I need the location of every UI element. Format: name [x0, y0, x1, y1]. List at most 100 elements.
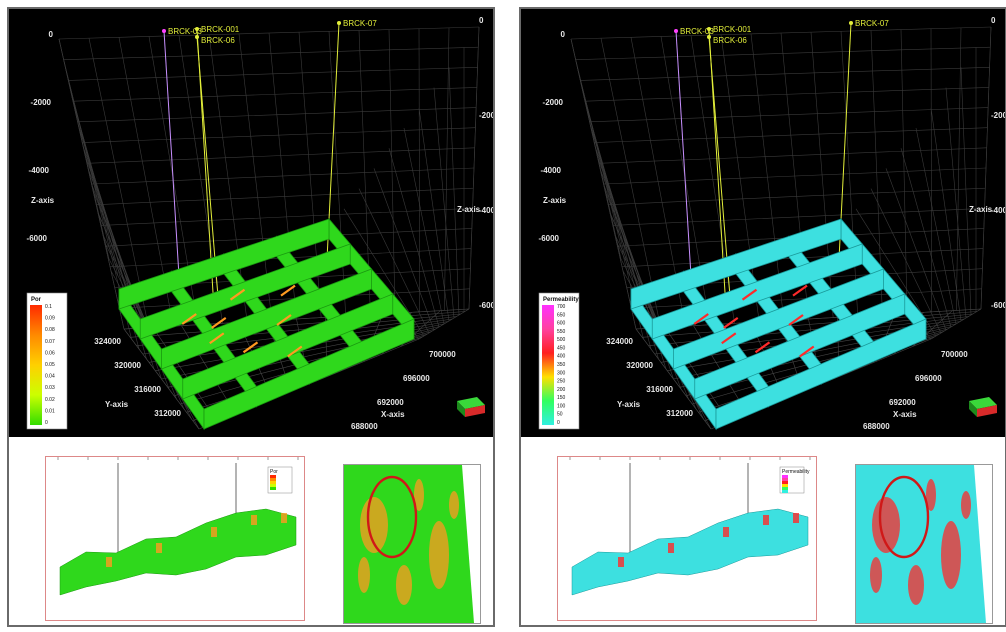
section-legend-swatch — [782, 475, 788, 478]
property-anomaly — [280, 284, 296, 297]
grid-line — [603, 167, 987, 185]
fence-panel — [118, 218, 330, 310]
legend-tick: 0.03 — [45, 385, 55, 391]
legend-tick: 250 — [557, 379, 566, 385]
grid-line — [960, 67, 972, 316]
map-anomaly — [941, 521, 961, 589]
legend-tick: 200 — [557, 387, 566, 393]
map-view[interactable] — [343, 464, 481, 624]
3d-viewport[interactable]: BRCK-03 BRCK-001 BRCK-06 BRCK-07 0 -2000 -4000… — [521, 9, 1005, 437]
legend-tick: 150 — [557, 395, 566, 401]
grid-line — [870, 188, 942, 334]
bottom-views: Permeability — [521, 437, 1005, 625]
fence-panel — [182, 293, 394, 400]
3d-viewport[interactable]: BRCK-03 BRCK-001 BRCK-06 BRCK-07 0 -2000 -4000… — [9, 9, 493, 437]
section-legend-swatch — [270, 484, 276, 487]
z-tick: -6000 — [27, 234, 48, 243]
property-anomaly — [754, 341, 771, 354]
map-anomaly — [926, 479, 936, 511]
grid-line — [612, 207, 985, 226]
z-tick: -4000 — [541, 166, 562, 175]
legend-tick: 400 — [557, 354, 566, 360]
x-tick: 700000 — [429, 350, 456, 359]
well-label: BRCK-001 — [201, 25, 240, 34]
property-anomaly — [721, 332, 737, 345]
legend-tick: 0.05 — [45, 362, 55, 368]
grid-line — [980, 26, 992, 310]
cross-section-view[interactable]: Permeability — [557, 456, 817, 621]
z-right-tick: -2000 — [479, 111, 493, 120]
y-tick: 312000 — [666, 409, 693, 418]
map-anomaly — [872, 497, 900, 553]
z-tick: -4000 — [29, 166, 50, 175]
z-tick: -2000 — [31, 98, 52, 107]
section-body — [571, 508, 809, 596]
z-right-tick: -4000 — [479, 206, 493, 215]
z-right-tick: -4000 — [991, 206, 1005, 215]
3d-scene[interactable]: BRCK-03 BRCK-001 BRCK-06 BRCK-07 0 -2000 -4000… — [9, 9, 493, 437]
well-label: BRCK-001 — [713, 25, 752, 34]
section-anomaly — [281, 513, 287, 523]
well-head — [849, 21, 853, 25]
fence-panel — [161, 268, 372, 370]
y-axis-label: Y-axis — [617, 400, 641, 409]
grid-line — [915, 127, 957, 325]
orientation-front — [977, 405, 997, 417]
property-anomaly — [741, 288, 758, 301]
well-head — [674, 29, 678, 33]
grid-line — [58, 26, 480, 40]
y-tick: 324000 — [606, 337, 633, 346]
well-label: BRCK-07 — [343, 19, 377, 28]
well-head — [707, 27, 711, 31]
grid-line — [418, 308, 470, 340]
cross-section-view[interactable]: Por — [45, 456, 305, 621]
grid-line — [570, 26, 992, 40]
legend-tick: 450 — [557, 345, 566, 351]
section-legend-title: Permeability — [782, 469, 810, 475]
grid-line — [82, 127, 476, 143]
legend-tick: 0 — [557, 420, 560, 426]
section-legend-swatch — [782, 490, 788, 493]
x-tick: 692000 — [889, 398, 916, 407]
map-outside-area — [462, 465, 480, 623]
legend-bar — [30, 305, 42, 425]
map-anomaly — [360, 497, 388, 553]
x-tick: 696000 — [403, 374, 430, 383]
orientation-widget — [969, 397, 997, 417]
grid-line — [930, 308, 982, 340]
legend-tick: 0 — [45, 420, 48, 426]
z-right-tick: 0 — [991, 16, 996, 25]
section-body — [59, 508, 297, 596]
well-label: BRCK-03 — [680, 27, 714, 36]
orientation-top — [457, 397, 485, 409]
z-right-tick: -2000 — [991, 111, 1005, 120]
map-outside-area — [974, 465, 992, 623]
section-legend: Permeability — [779, 466, 810, 494]
section-anomaly — [106, 557, 112, 567]
grid-line — [72, 87, 477, 102]
grid-line — [580, 66, 990, 81]
z-axis-label: Z-axis — [543, 196, 567, 205]
property-anomaly — [276, 314, 292, 326]
section-anomaly — [211, 527, 217, 537]
map-anomaly — [961, 491, 971, 519]
z-tick: 0 — [49, 30, 54, 39]
section-anomaly — [668, 543, 674, 553]
legend-tick: 300 — [557, 370, 566, 376]
3d-scene[interactable]: BRCK-03 BRCK-001 BRCK-06 BRCK-07 0 -2000 -4000… — [521, 9, 1005, 437]
z-right-tick: -6000 — [991, 301, 1005, 310]
fence-panel — [715, 318, 927, 430]
legend-tick: 550 — [557, 329, 566, 335]
color-legend: Permeability7006506005505004504003503002… — [538, 292, 579, 430]
x-axis-label: X-axis — [893, 410, 917, 419]
section-anomaly — [793, 513, 799, 523]
grid-line — [433, 87, 455, 319]
map-view[interactable] — [855, 464, 993, 624]
bottom-views: Por — [9, 437, 493, 625]
property-anomaly — [693, 313, 709, 325]
legend-bar — [542, 305, 554, 425]
z-tick: -2000 — [543, 98, 564, 107]
section-legend-swatch — [270, 475, 276, 478]
z-right-axis-label: Z-axis — [457, 205, 481, 214]
section-anomaly — [723, 527, 729, 537]
